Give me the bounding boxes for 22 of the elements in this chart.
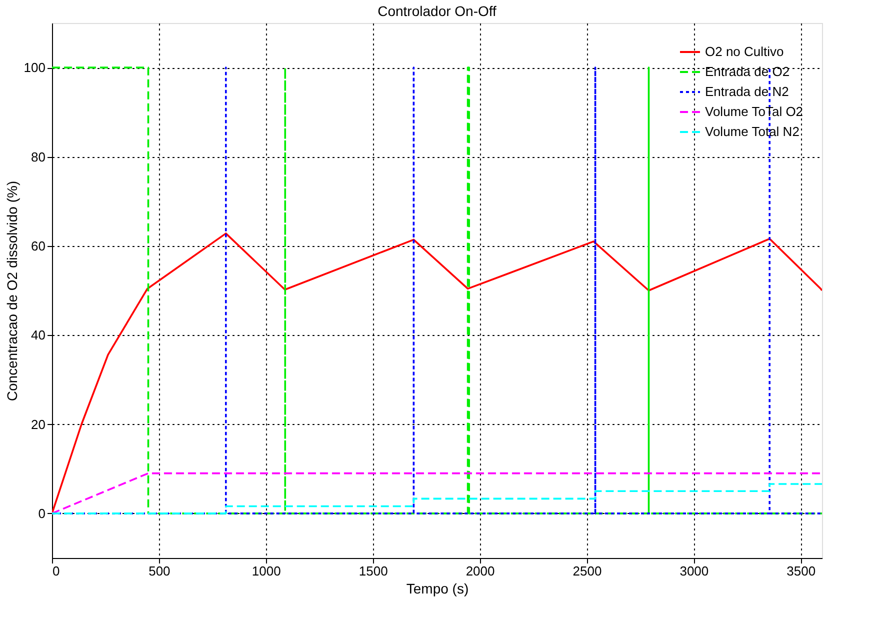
x-tick-label: 0 <box>52 564 60 578</box>
y-tick-label: 80 <box>31 149 46 164</box>
line-series <box>52 483 822 514</box>
legend-label: Entrada de N2 <box>705 84 789 99</box>
line-series <box>52 232 822 514</box>
legend-label: O2 no Cultivo <box>705 44 784 59</box>
x-tick-label: 1500 <box>358 564 388 578</box>
x-tick-label: 3000 <box>680 564 709 578</box>
y-tick-label: 20 <box>31 416 46 432</box>
legend-label: Volume Total N2 <box>705 124 800 139</box>
x-tick-label: 2500 <box>572 564 602 578</box>
y-axis-title: Concentracao de O2 dissolvido (%) <box>4 180 20 402</box>
y-tick-label: 0 <box>38 506 46 521</box>
y-tick-label: 60 <box>31 238 46 254</box>
y-tick-label: 40 <box>31 328 46 343</box>
y-tick-label: 100 <box>24 60 46 76</box>
x-tick-label: 500 <box>148 564 170 578</box>
x-axis-title: Tempo (s) <box>406 580 469 596</box>
x-tick-label: 1000 <box>252 564 281 578</box>
chart-title: Controlador On-Off <box>378 3 497 19</box>
x-tick-label: 3500 <box>786 564 816 578</box>
x-tick-label: 2000 <box>466 564 495 578</box>
